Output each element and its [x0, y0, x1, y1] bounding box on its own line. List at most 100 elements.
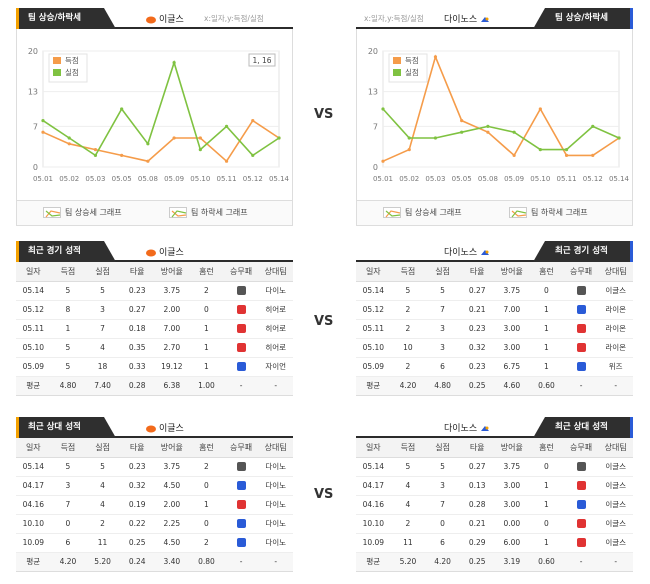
average-cell: 1.00 [189, 376, 224, 396]
table-cell: 1 [189, 357, 224, 377]
accent-bar [16, 417, 19, 438]
table-cell: 다이노 [258, 514, 293, 534]
loss-result-icon: loss [576, 343, 586, 353]
data-point [433, 136, 438, 140]
table-cell: 4 [390, 495, 426, 515]
eagles-logo-icon [146, 249, 156, 257]
column-header: 상대팀 [598, 262, 633, 282]
legend-up[interactable]: 팀 상승세 그래프 [383, 207, 462, 218]
legend-down[interactable]: 팀 하락세 그래프 [509, 207, 588, 218]
data-point [172, 136, 176, 140]
table-cell: 6 [425, 533, 460, 553]
table-cell: 05.12 [16, 300, 51, 320]
table-cell: 10 [390, 338, 426, 358]
x-tick-label: 05.03 [85, 175, 105, 183]
draw-result-icon: draw [236, 462, 246, 472]
axis-hint: x:일자,y:득점/실점 [204, 14, 264, 23]
table-cell: 05.11 [16, 319, 51, 339]
right-h2h-tab[interactable]: 최근 상대 성적 [533, 417, 633, 438]
left-trend-tab[interactable]: 팀 상승/하락세 [16, 8, 116, 29]
left-recent-panel: 최근 경기 성적 이글스 일자 득점 실점 타율 방어율 홈런 승무패 상대팀 05.14 5 5 0… [16, 241, 293, 396]
tab-label: 최근 상대 성적 [28, 422, 81, 432]
table-cell: 0.22 [119, 514, 155, 534]
table-cell: 04.16 [356, 495, 391, 515]
column-header: 타율 [459, 438, 495, 458]
right-trend-chart: 0 7 13 20 05.01 05.02 05.03 05.05 05.08 05.09 05.1… [356, 29, 633, 201]
average-cell: 0.60 [529, 552, 564, 572]
average-cell: 5.20 [390, 552, 426, 572]
table-cell: 6.75 [494, 357, 530, 377]
table-cell: 이글스 [598, 457, 633, 477]
left-h2h-header: 최근 상대 성적 이글스 [16, 417, 293, 438]
table-cell: 10.10 [356, 514, 391, 534]
column-header: 상대팀 [258, 262, 293, 282]
data-point [433, 55, 438, 59]
table-cell: 04.16 [16, 495, 51, 515]
team-label: 이글스 [159, 424, 184, 434]
team-label: 다이노스 [444, 248, 478, 258]
eagles-logo-icon [146, 425, 156, 433]
right-recent-tab[interactable]: 최근 경기 성적 [533, 241, 633, 262]
table-cell: 3 [425, 338, 460, 358]
x-tick-label: 05.14 [269, 175, 290, 183]
legend-up[interactable]: 팀 상승세 그래프 [43, 207, 122, 218]
left-team-name: 이글스 [146, 12, 184, 25]
legend-swatch [393, 57, 401, 64]
left-h2h-tab[interactable]: 최근 상대 성적 [16, 417, 116, 438]
table-cell: 라이온 [598, 338, 633, 358]
data-point [407, 148, 411, 152]
data-point [564, 148, 569, 152]
x-tick-label: 05.10 [190, 175, 210, 183]
data-point [538, 148, 542, 152]
win-result-icon: win [236, 362, 246, 372]
table-cell: 0.23 [459, 319, 495, 339]
left-legend: 팀 상승세 그래프 팀 하락세 그래프 [16, 201, 293, 226]
average-cell: 3.19 [494, 552, 530, 572]
data-point [251, 153, 255, 157]
column-header: 승무패 [223, 262, 259, 282]
right-trend-tab[interactable]: 팀 상승/하락세 [533, 8, 633, 29]
column-header: 상대팀 [598, 438, 633, 458]
average-cell: 4.20 [50, 552, 86, 572]
table-cell: 04.17 [356, 476, 391, 496]
average-cell: 3.40 [154, 552, 190, 572]
table-cell: 0 [529, 514, 564, 534]
table-cell: 4.50 [154, 533, 190, 553]
table-cell: 0.00 [494, 514, 530, 534]
table-cell: 이글스 [598, 533, 633, 553]
dinos-logo-icon [480, 249, 490, 257]
average-cell: - [563, 376, 599, 396]
average-row: 평균 4.20 4.80 0.25 4.60 0.60- - [356, 376, 633, 396]
table-cell: 18 [85, 357, 120, 377]
x-tick-label: 05.05 [112, 175, 132, 183]
result-cell: loss [223, 495, 259, 515]
team-label: 다이노스 [444, 424, 478, 434]
up-graph-icon [43, 207, 61, 218]
table-cell: 5 [50, 281, 86, 301]
left-recent-tab[interactable]: 최근 경기 성적 [16, 241, 116, 262]
table-cell: 1 [529, 476, 564, 496]
data-point [460, 130, 464, 134]
legend-down[interactable]: 팀 하락세 그래프 [169, 207, 248, 218]
table-cell: 05.14 [16, 281, 51, 301]
